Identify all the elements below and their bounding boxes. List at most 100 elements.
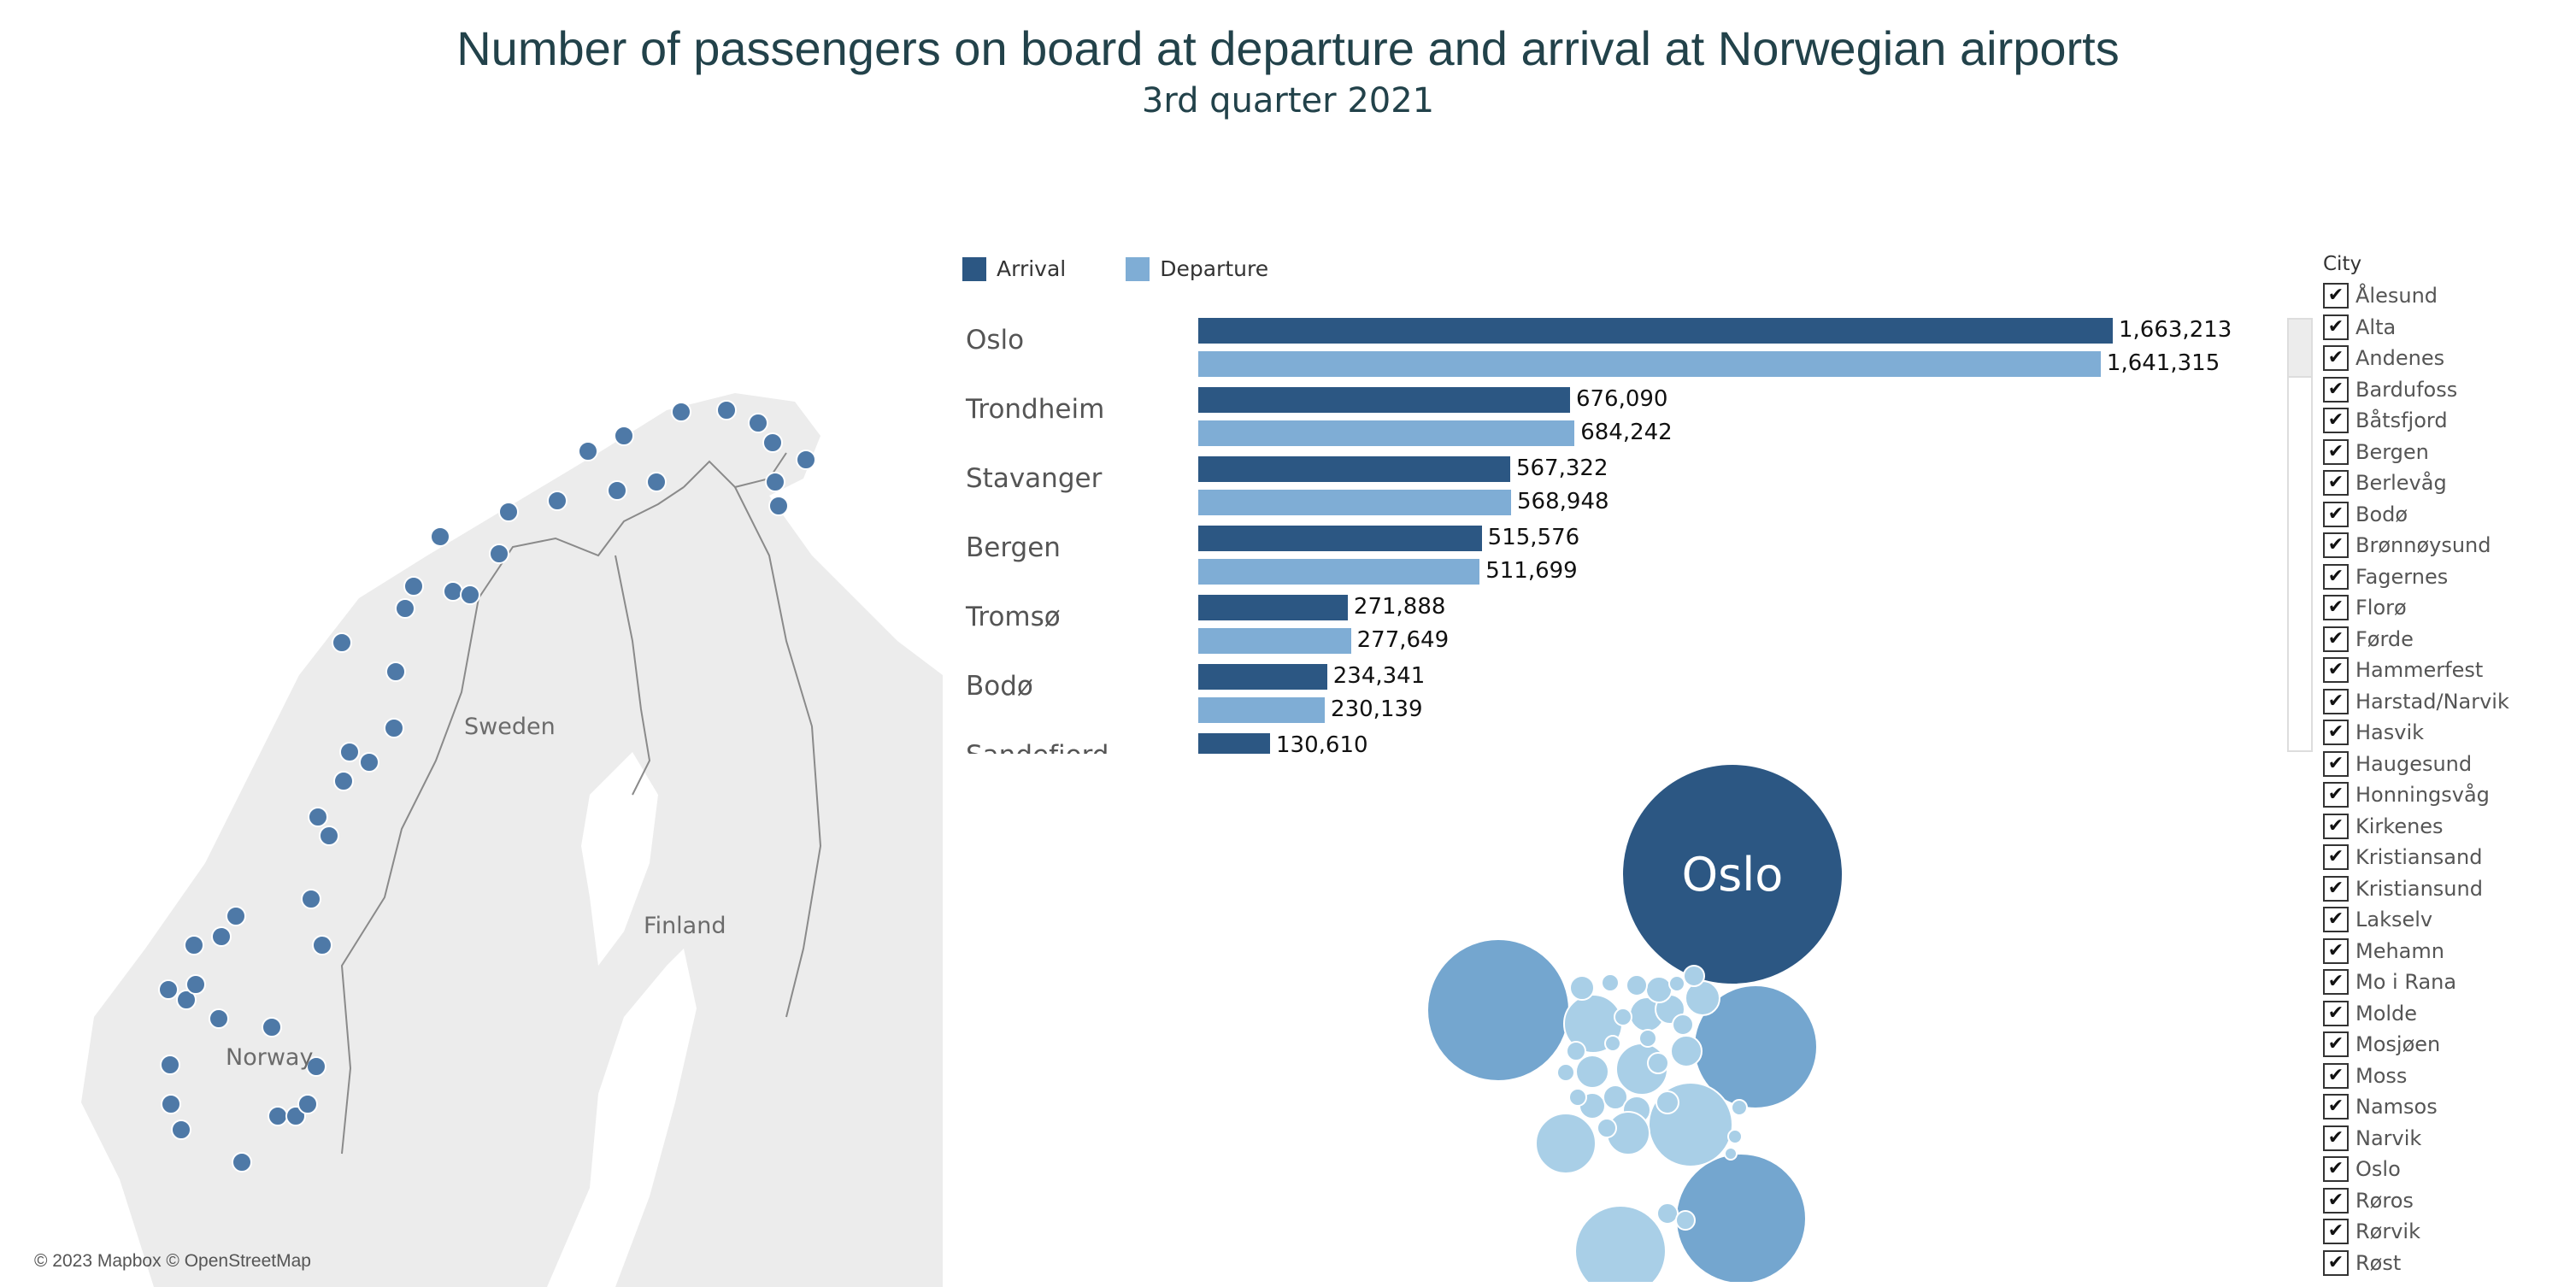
airport-marker[interactable]: [268, 1106, 288, 1126]
checkbox-checked-icon[interactable]: ✔: [2323, 782, 2349, 808]
bubble[interactable]: [1645, 976, 1673, 1003]
checkbox-checked-icon[interactable]: ✔: [2323, 345, 2349, 372]
bubble[interactable]: [1683, 965, 1705, 987]
airport-marker[interactable]: [395, 598, 415, 619]
airport-marker[interactable]: [185, 974, 206, 995]
airport-marker[interactable]: [765, 472, 785, 492]
checkbox-checked-icon[interactable]: ✔: [2323, 1219, 2349, 1245]
bubble[interactable]: [1597, 1118, 1617, 1138]
filter-item[interactable]: ✔ Førde: [2323, 624, 2571, 655]
airport-marker[interactable]: [646, 472, 667, 492]
bubble[interactable]: [1731, 1099, 1748, 1116]
checkbox-checked-icon[interactable]: ✔: [2323, 969, 2349, 996]
checkbox-checked-icon[interactable]: ✔: [2323, 657, 2349, 684]
bubble[interactable]: [1638, 1029, 1657, 1048]
filter-item[interactable]: ✔ Hasvik: [2323, 717, 2571, 749]
filter-item[interactable]: ✔ Harstad/Narvik: [2323, 686, 2571, 718]
filter-item[interactable]: ✔ Røros: [2323, 1185, 2571, 1217]
airport-marker[interactable]: [430, 526, 450, 547]
bubble[interactable]: [1656, 1090, 1679, 1114]
map-panel[interactable]: Sweden Finland Norway © 2023 Mapbox © Op…: [0, 197, 943, 1287]
filter-item[interactable]: ✔ Rørvik: [2323, 1216, 2571, 1248]
bubble[interactable]: [1614, 1008, 1632, 1026]
airport-marker[interactable]: [671, 402, 691, 422]
bubble[interactable]: [1727, 1129, 1743, 1144]
airport-marker[interactable]: [301, 889, 321, 909]
checkbox-checked-icon[interactable]: ✔: [2323, 1249, 2349, 1276]
filter-item[interactable]: ✔ Kirkenes: [2323, 811, 2571, 843]
bubble[interactable]: [1535, 1113, 1597, 1174]
airport-marker[interactable]: [607, 480, 627, 501]
bar-arrival[interactable]: [1198, 664, 1327, 690]
filter-item[interactable]: ✔ Kristiansund: [2323, 873, 2571, 905]
bar-chart-scroll-thumb[interactable]: [2287, 318, 2313, 378]
bubble[interactable]: [1668, 975, 1685, 992]
filter-item[interactable]: ✔ Berlevåg: [2323, 467, 2571, 499]
filter-item[interactable]: ✔ Ålesund: [2323, 280, 2571, 312]
bar-arrival[interactable]: [1198, 387, 1570, 413]
bubble[interactable]: [1621, 763, 1844, 985]
checkbox-checked-icon[interactable]: ✔: [2323, 907, 2349, 933]
airport-marker[interactable]: [158, 979, 179, 1000]
airport-marker[interactable]: [385, 661, 406, 682]
checkbox-checked-icon[interactable]: ✔: [2323, 314, 2349, 340]
bar-arrival[interactable]: [1198, 733, 1271, 754]
bubble[interactable]: [1626, 974, 1648, 996]
airport-marker[interactable]: [768, 496, 789, 516]
bubble[interactable]: [1566, 1041, 1586, 1061]
filter-item[interactable]: ✔ Kristiansand: [2323, 842, 2571, 873]
airport-marker[interactable]: [333, 771, 354, 791]
bar-departure[interactable]: [1198, 420, 1575, 446]
filter-item[interactable]: ✔ Mosjøen: [2323, 1029, 2571, 1061]
legend-item-arrival[interactable]: Arrival: [962, 256, 1066, 281]
airport-marker[interactable]: [716, 400, 737, 420]
airport-marker[interactable]: [262, 1017, 282, 1037]
airport-marker[interactable]: [319, 826, 339, 846]
filter-item[interactable]: ✔ Bodø: [2323, 499, 2571, 531]
bubble[interactable]: [1672, 1014, 1694, 1036]
filter-item[interactable]: ✔ Mo i Rana: [2323, 967, 2571, 998]
airport-marker[interactable]: [160, 1055, 180, 1075]
airport-marker[interactable]: [359, 752, 379, 773]
filter-item[interactable]: ✔ Alta: [2323, 312, 2571, 344]
filter-item[interactable]: ✔ Mehamn: [2323, 936, 2571, 967]
bar-chart-scrollbar[interactable]: [2287, 318, 2313, 752]
airport-marker[interactable]: [403, 576, 424, 596]
airport-marker[interactable]: [578, 441, 598, 461]
bubble[interactable]: [1569, 975, 1595, 1001]
checkbox-checked-icon[interactable]: ✔: [2323, 1000, 2349, 1026]
checkbox-checked-icon[interactable]: ✔: [2323, 1187, 2349, 1214]
filter-item[interactable]: ✔ Haugesund: [2323, 749, 2571, 780]
airport-marker[interactable]: [226, 906, 246, 926]
airport-marker[interactable]: [762, 432, 783, 453]
filter-item[interactable]: ✔ Honningsvåg: [2323, 779, 2571, 811]
bubble-chart[interactable]: Oslo: [1385, 752, 1846, 1282]
checkbox-checked-icon[interactable]: ✔: [2323, 501, 2349, 527]
filter-item[interactable]: ✔ Brønnøysund: [2323, 530, 2571, 561]
bar-departure[interactable]: [1198, 490, 1512, 515]
airport-marker[interactable]: [748, 413, 768, 433]
bubble[interactable]: [1574, 1205, 1667, 1282]
airport-marker[interactable]: [171, 1120, 191, 1140]
filter-item[interactable]: ✔ Molde: [2323, 998, 2571, 1030]
airport-marker[interactable]: [161, 1094, 181, 1114]
checkbox-checked-icon[interactable]: ✔: [2323, 438, 2349, 465]
airport-marker[interactable]: [443, 581, 463, 602]
filter-item[interactable]: ✔ Bergen: [2323, 437, 2571, 468]
bar-arrival[interactable]: [1198, 526, 1482, 551]
checkbox-checked-icon[interactable]: ✔: [2323, 1125, 2349, 1151]
airport-marker[interactable]: [211, 926, 232, 947]
checkbox-checked-icon[interactable]: ✔: [2323, 563, 2349, 590]
checkbox-checked-icon[interactable]: ✔: [2323, 1062, 2349, 1089]
legend-item-departure[interactable]: Departure: [1126, 256, 1268, 281]
filter-item[interactable]: ✔ Fagernes: [2323, 561, 2571, 593]
filter-item[interactable]: ✔ Andenes: [2323, 343, 2571, 374]
checkbox-checked-icon[interactable]: ✔: [2323, 626, 2349, 652]
bubble[interactable]: [1604, 1035, 1621, 1052]
bubble[interactable]: [1670, 1035, 1703, 1067]
bubble[interactable]: [1568, 1088, 1587, 1107]
checkbox-checked-icon[interactable]: ✔: [2323, 1156, 2349, 1183]
filter-item[interactable]: ✔ Båtsfjord: [2323, 405, 2571, 437]
checkbox-checked-icon[interactable]: ✔: [2323, 408, 2349, 434]
airport-marker[interactable]: [184, 935, 204, 955]
